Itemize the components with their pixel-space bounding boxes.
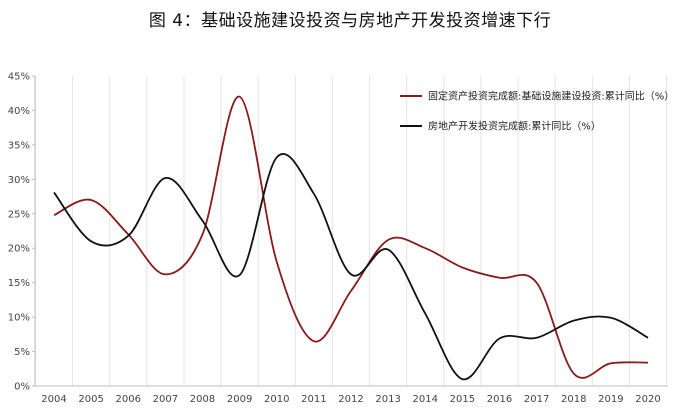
x-tick-label: 2018 <box>561 394 586 405</box>
x-tick-label: 2014 <box>413 394 438 405</box>
x-tick-label: 2006 <box>116 394 141 405</box>
y-tick-label: 5% <box>14 347 30 358</box>
y-tick-label: 10% <box>8 313 30 324</box>
x-tick-label: 2013 <box>375 394 400 405</box>
x-tick-label: 2019 <box>598 394 623 405</box>
x-tick-label: 2016 <box>487 394 512 405</box>
x-tick-label: 2017 <box>524 394 549 405</box>
axes: 0% 5% 10% 15% 20% 25% 30% 35% 40% 45% 2004 2005 2006… <box>8 72 668 405</box>
y-tick-label: 30% <box>8 175 30 186</box>
x-tick-label: 2015 <box>450 394 475 405</box>
y-tick-label: 35% <box>8 140 30 151</box>
y-tick-label: 20% <box>8 244 30 255</box>
grid-lines <box>34 76 668 386</box>
x-tick-label: 2009 <box>227 394 252 405</box>
y-tick-label: 45% <box>8 72 30 83</box>
x-tick-label: 2005 <box>78 394 103 405</box>
x-tick-label: 2004 <box>41 394 66 405</box>
x-tick-label: 2010 <box>264 394 289 405</box>
y-tick-label: 40% <box>8 106 30 117</box>
legend-label-1: 固定资产投资完成额:基础设施建设投资:累计同比（%） <box>428 90 674 103</box>
x-tick-label: 2008 <box>190 394 215 405</box>
series-line-2 <box>53 153 649 381</box>
x-tick-label: 2011 <box>301 394 326 405</box>
y-tick-label: 25% <box>8 209 30 220</box>
x-tick-label: 2007 <box>153 394 178 405</box>
x-tick-label: 2012 <box>338 394 363 405</box>
chart-title: 图 4：基础设施建设投资与房地产开发投资增速下行 <box>148 11 552 31</box>
legend: 固定资产投资完成额:基础设施建设投资:累计同比（%） 房地产开发投资完成额:累计同… <box>400 90 674 133</box>
series-line-1 <box>53 95 649 379</box>
x-tick-label: 2020 <box>635 394 660 405</box>
series-lines <box>53 95 649 381</box>
legend-label-2: 房地产开发投资完成额:累计同比（%） <box>428 120 601 133</box>
y-tick-label: 0% <box>14 382 30 393</box>
y-tick-label: 15% <box>8 278 30 289</box>
